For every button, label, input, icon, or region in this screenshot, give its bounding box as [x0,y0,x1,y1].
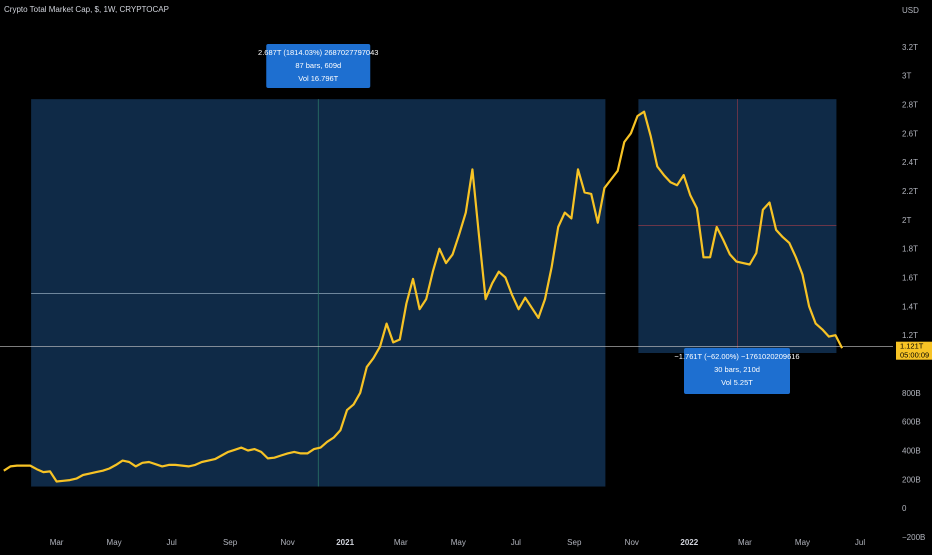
y-tick-label: 1.6T [902,274,918,283]
series-line [3,110,844,483]
x-tick-label: 2022 [680,538,698,547]
measure-down-label-box [684,348,790,394]
x-tick-label: Jul [855,538,865,547]
x-tick-label: Mar [394,538,408,547]
y-tick-label: 400B [902,447,921,456]
y-axis[interactable]: 3.2T 3T 2.8T 2.6T 2.4T 2.2T 2T 1.8T 1.6T 1.4T 1.2T… [896,43,932,542]
measure-up-label: 2.687T (1814.03%) 2687027797043 87 bars, … [258,44,378,88]
x-tick-label: Nov [280,538,294,547]
y-tick-label: 1.8T [902,245,918,254]
measure-up-label-box [266,44,371,88]
chart-title: Crypto Total Market Cap, $, 1W, CRYPTOCA… [4,5,169,14]
y-tick-label: 3T [902,72,911,81]
x-axis[interactable]: Mar May Jul Sep Nov 2021 Mar May Jul Sep Nov 2022 Ma… [50,538,866,547]
y-tick-label: 1.2T [902,331,918,340]
measure-up-label-line: Vol 16.796T [298,74,338,83]
last-price-value: 1.121T [900,342,924,351]
y-tick-label: 2.6T [902,129,918,138]
x-tick-label: Mar [738,538,752,547]
x-tick-label: May [451,538,466,547]
last-price-tag-box [896,341,932,360]
measure-down-label: −1.761T (−62.00%) −1761020209616 30 bars,… [674,348,800,394]
y-tick-label: −200B [902,533,925,542]
measure-up-group [31,99,606,487]
last-price-time: 05:00:09 [900,351,929,360]
measure-down-group [638,99,837,495]
y-tick-label: 800B [902,389,921,398]
y-tick-label: 600B [902,418,921,427]
y-tick-label: 2.2T [902,187,918,196]
y-tick-label: 2T [902,216,911,225]
y-tick-label: 2.8T [902,101,918,110]
y-tick-label: 200B [902,475,921,484]
measure-up-label-line: 2.687T (1814.03%) 2687027797043 [258,48,378,57]
series-group [3,110,844,483]
x-tick-label: Jul [167,538,177,547]
x-tick-label: May [795,538,810,547]
annotation-labels: 2.687T (1814.03%) 2687027797043 87 bars, … [258,44,800,394]
measure-down-label-line: −1.761T (−62.00%) −1761020209616 [674,352,799,361]
measure-down-label-line: Vol 5.25T [721,378,753,387]
y-tick-label: 2.4T [902,158,918,167]
x-tick-label: Nov [625,538,639,547]
y-tick-label: 0 [902,504,907,513]
x-tick-label: 2021 [336,538,354,547]
currency-label: USD [902,6,919,15]
x-tick-label: May [107,538,122,547]
y-tick-label: 3.2T [902,43,918,52]
y-tick-label: 1.4T [902,302,918,311]
measure-up-label-line: 87 bars, 609d [295,61,341,70]
x-tick-label: Sep [223,538,238,547]
x-tick-label: Jul [511,538,521,547]
x-tick-label: Sep [567,538,582,547]
measure-down-label-line: 30 bars, 210d [714,365,760,374]
x-tick-label: Mar [50,538,64,547]
